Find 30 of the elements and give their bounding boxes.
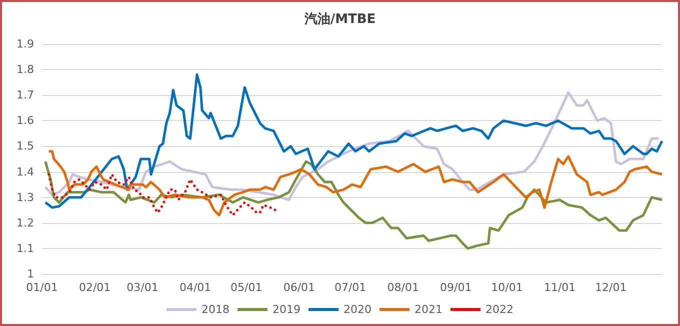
y-tick-label: 1.1 (16, 242, 34, 255)
x-tick-label: 10/01 (491, 281, 523, 294)
x-tick-label: 02/01 (78, 281, 111, 294)
y-tick-label: 1.6 (16, 114, 34, 128)
legend-label: 2019 (272, 303, 301, 316)
x-tick-label: 05/01 (230, 281, 262, 294)
legend-label: 2018 (202, 303, 230, 316)
legend-label: 2021 (414, 303, 442, 316)
x-tick-label: 03/01 (126, 281, 158, 294)
y-tick-label: 1.9 (16, 38, 34, 50)
x-tick-label: 08/01 (387, 281, 419, 294)
x-tick-label: 06/01 (283, 281, 316, 294)
x-tick-label: 07/01 (334, 281, 366, 294)
legend-label: 2022 (485, 303, 514, 316)
x-tick-label: 09/01 (440, 281, 472, 294)
y-tick-label: 1.2 (16, 216, 34, 230)
x-tick-label: 04/01 (179, 281, 212, 294)
legend-label: 2020 (344, 303, 372, 316)
x-tick-label: 12/01 (595, 281, 627, 294)
y-tick-label: 1 (27, 268, 34, 280)
line-series (48, 173, 277, 216)
x-tick-label: 01/01 (26, 281, 58, 294)
line-series (48, 150, 664, 216)
y-tick-label: 1.4 (16, 165, 34, 178)
x-tick-label: 11/01 (544, 281, 576, 294)
y-tick-label: 1.7 (16, 88, 34, 102)
chart-title: 汽油/MTBE (303, 12, 376, 27)
y-tick-label: 1.3 (16, 190, 34, 204)
y-tick-label: 1.8 (16, 63, 34, 76)
y-tick-label: 1.5 (16, 140, 34, 153)
